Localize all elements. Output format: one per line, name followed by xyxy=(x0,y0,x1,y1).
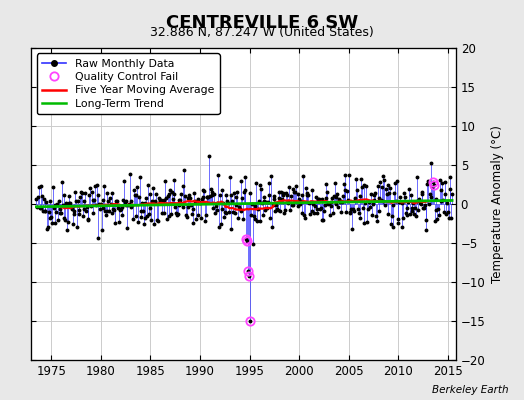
Text: 32.886 N, 87.247 W (United States): 32.886 N, 87.247 W (United States) xyxy=(150,26,374,39)
Y-axis label: Temperature Anomaly (°C): Temperature Anomaly (°C) xyxy=(491,125,504,283)
Legend: Raw Monthly Data, Quality Control Fail, Five Year Moving Average, Long-Term Tren: Raw Monthly Data, Quality Control Fail, … xyxy=(37,54,220,114)
Text: Berkeley Earth: Berkeley Earth xyxy=(432,385,508,395)
Text: CENTREVILLE 6 SW: CENTREVILLE 6 SW xyxy=(166,14,358,32)
